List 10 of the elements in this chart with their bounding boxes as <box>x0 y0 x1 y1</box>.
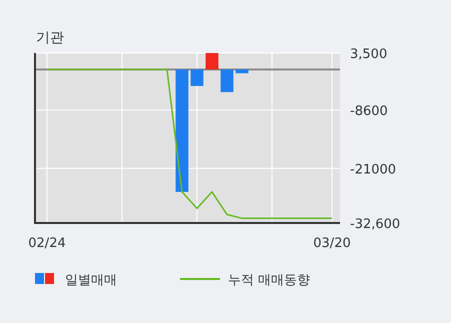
legend-label: 일별매매 <box>65 273 117 288</box>
y-tick-label: -32,600 <box>350 217 400 232</box>
y-tick-label: 3,500 <box>350 47 388 62</box>
legend-label: 누적 매매동향 <box>228 273 310 288</box>
x-tick-label: 02/24 <box>28 236 66 251</box>
line-series <box>46 68 333 220</box>
x-tick-label: 03/20 <box>313 236 351 251</box>
y-tick-label: -21000 <box>350 162 396 178</box>
y-tick-label: -8600 <box>350 104 388 119</box>
chart-title: 기관 <box>36 30 64 46</box>
